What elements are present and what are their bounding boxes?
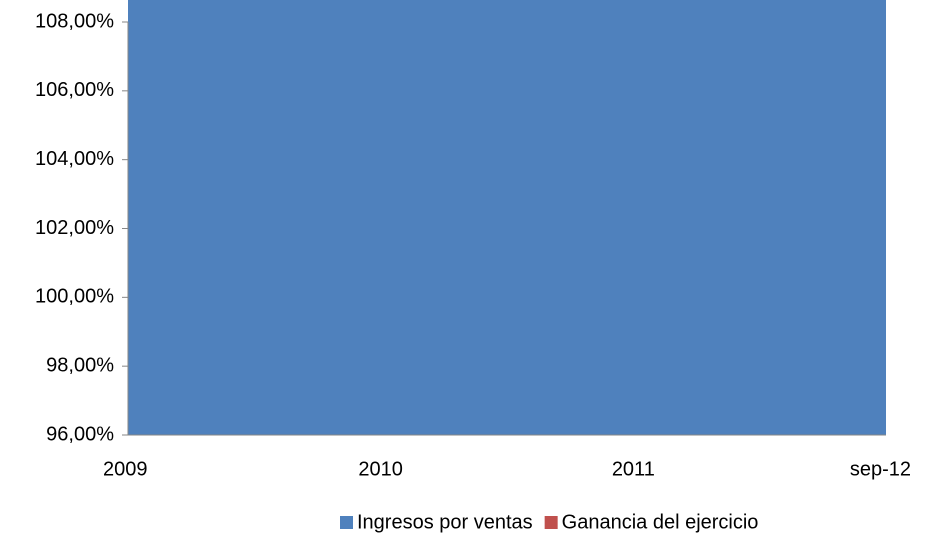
y-tick-label: 100,00% [35,286,114,308]
y-tick-label: 108,00% [35,10,114,32]
y-tick-label: 102,00% [35,217,114,239]
x-tick-label: 2010 [358,458,403,480]
y-tick-label: 96,00% [46,423,114,445]
y-tick-label: 104,00% [35,148,114,170]
y-tick-label: 106,00% [35,79,114,101]
legend-label: Ganancia del ejercicio [562,511,759,533]
legend-swatch [340,516,353,529]
y-tick-label: 98,00% [46,354,114,376]
x-tick-label: sep-12 [850,458,911,480]
legend-label: Ingresos por ventas [357,511,533,533]
x-tick-label: 2009 [103,458,148,480]
x-tick-label: 2011 [612,458,655,480]
area [128,0,886,435]
legend-swatch [544,516,558,529]
